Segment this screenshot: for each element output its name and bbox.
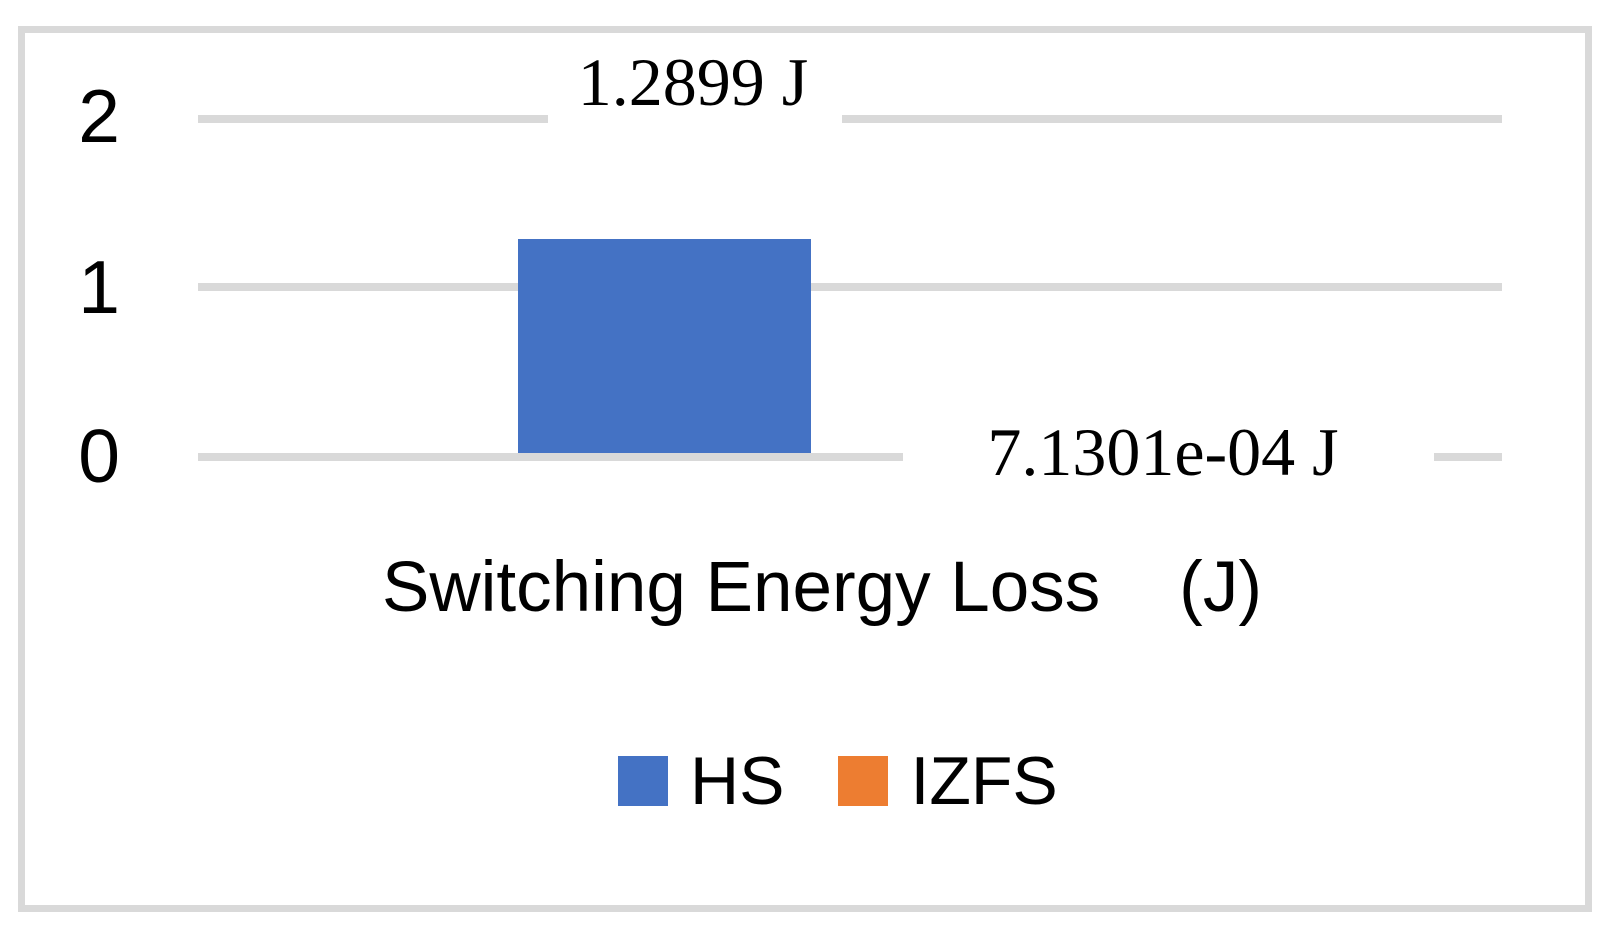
y-axis-tick-0: 0 [78,414,120,498]
gridline-y2-right [842,115,1502,123]
legend-swatch-hs-icon [618,756,668,806]
legend-item-hs: HS [618,747,784,815]
legend-swatch-izfs-icon [838,756,889,806]
data-label-izfs: 7.1301e-04 J [987,414,1339,490]
gridline-y2-left [198,115,548,123]
legend-label-izfs: IZFS [910,743,1058,819]
gridline-y1 [198,283,1502,291]
legend: HS IZFS [618,747,1058,815]
chart-border [18,26,1592,912]
gridline-y0-left [198,453,903,461]
bar-hs [518,238,811,453]
y-axis-tick-1: 1 [78,245,120,329]
chart-title: Switching Energy Loss (J) [382,548,1262,627]
data-label-hs: 1.2899 J [577,44,809,120]
y-axis-tick-2: 2 [78,74,120,158]
gridline-y0-right [1434,453,1502,461]
legend-item-izfs: IZFS [838,743,1058,819]
legend-label-hs: HS [690,743,785,819]
